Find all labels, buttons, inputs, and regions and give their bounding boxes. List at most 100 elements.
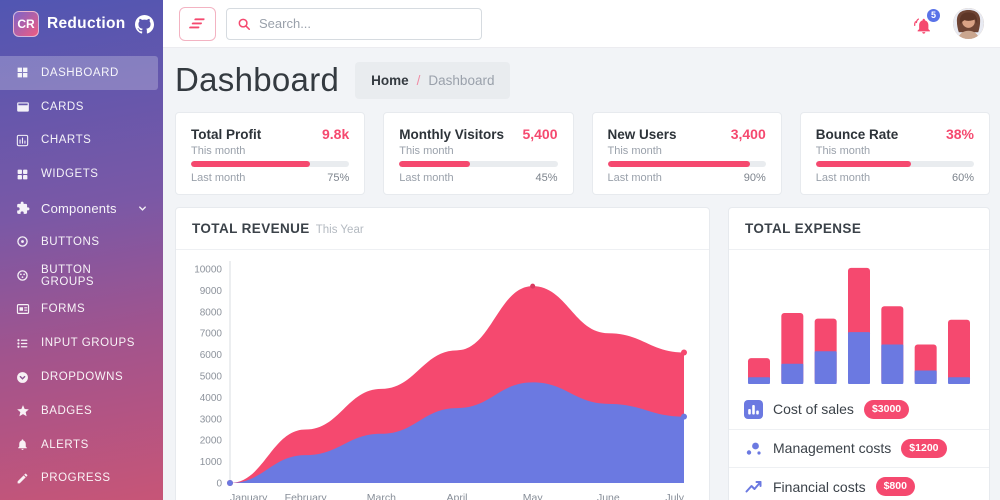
topbar: 5 <box>163 0 1000 48</box>
svg-text:February: February <box>285 492 328 500</box>
stat-card-bounce-rate: Bounce Rate 38% This month Last month 60% <box>799 112 990 195</box>
sidebar-item-dashboard[interactable]: DASHBOARD <box>0 56 158 90</box>
svg-text:1000: 1000 <box>200 457 223 468</box>
sidebar-item-label: CHARTS <box>41 134 92 147</box>
svg-text:7000: 7000 <box>200 329 223 340</box>
expense-bar-chart-svg <box>748 267 970 384</box>
stat-percent: 60% <box>951 172 974 184</box>
charts-row: TOTAL REVENUE This Year 0 1000 2000 3000 4000… <box>175 207 990 500</box>
widgets-icon <box>15 167 30 182</box>
sidebar-item-label: CARDS <box>41 100 85 113</box>
chevron-down-icon <box>137 203 148 214</box>
progress-bar <box>815 161 974 167</box>
svg-text:5000: 5000 <box>200 372 223 383</box>
legend-row-management-costs: Management costs $1200 <box>729 428 989 468</box>
sidebar-item-charts[interactable]: CHARTS <box>0 124 163 158</box>
bar-chart-icon <box>744 399 763 419</box>
legend-row-cost-of-sales: Cost of sales $3000 <box>729 390 989 429</box>
github-icon[interactable] <box>135 14 155 34</box>
topbar-right: 5 <box>913 6 984 39</box>
puzzle-icon <box>15 201 30 216</box>
legend-label: Management costs <box>773 440 892 457</box>
sidebar-item-label: Components <box>41 200 117 216</box>
target-icon <box>15 234 30 249</box>
total-expense-card: TOTAL EXPENSE Cost of sales $3000 Manage… <box>728 207 990 500</box>
progress-bar <box>607 161 766 167</box>
legend-value-badge: $800 <box>875 477 915 497</box>
svg-text:8000: 8000 <box>200 307 223 318</box>
stat-card-total-profit: Total Profit 9.8k This month Last month 75… <box>175 112 366 195</box>
brand[interactable]: CR Reduction <box>0 0 163 48</box>
stat-title: New Users <box>607 127 677 142</box>
stat-period-bottom: Last month <box>399 172 454 184</box>
card-icon <box>15 99 30 114</box>
stat-percent: 45% <box>535 172 558 184</box>
scatter-icon <box>744 439 763 458</box>
stat-period-top: This month <box>191 145 246 157</box>
stat-period-bottom: Last month <box>607 172 662 184</box>
bell-icon <box>15 437 30 452</box>
stat-value: 3,400 <box>730 126 766 142</box>
page-header: Dashboard Home / Dashboard <box>175 57 990 103</box>
brand-name: Reduction <box>47 15 126 32</box>
breadcrumb-home-link[interactable]: Home <box>371 72 409 88</box>
stat-value: 9.8k <box>322 126 350 142</box>
sidebar-item-button-groups[interactable]: BUTTON GROUPS <box>0 259 163 293</box>
sidebar-item-buttons[interactable]: BUTTONS <box>0 225 163 259</box>
svg-text:9000: 9000 <box>200 286 223 297</box>
circle-chevron-icon <box>15 370 30 385</box>
total-revenue-card: TOTAL REVENUE This Year 0 1000 2000 3000 4000… <box>175 207 710 500</box>
sidebar-item-alerts[interactable]: ALERTS <box>0 428 163 462</box>
legend-value-badge: $1200 <box>901 438 947 458</box>
sidebar-item-label: FORMS <box>41 303 86 316</box>
breadcrumb: Home / Dashboard <box>355 61 511 99</box>
star-icon <box>15 403 30 418</box>
sidebar-item-label: DROPDOWNS <box>41 371 124 384</box>
svg-text:4000: 4000 <box>200 393 223 404</box>
sidebar-item-components[interactable]: Components <box>0 191 163 225</box>
expense-card-header: TOTAL EXPENSE <box>729 208 989 250</box>
svg-text:6000: 6000 <box>200 350 223 361</box>
expense-chart <box>729 250 989 390</box>
sidebar-item-label: ALERTS <box>41 438 89 451</box>
progress-bar <box>191 161 350 167</box>
notifications-button[interactable]: 5 <box>913 6 942 36</box>
stat-percent: 75% <box>327 172 350 184</box>
svg-text:0: 0 <box>216 479 222 490</box>
page-title: Dashboard <box>175 61 340 98</box>
sidebar-toggle-button[interactable] <box>179 6 216 41</box>
stat-percent: 90% <box>743 172 766 184</box>
sidebar-item-badges[interactable]: BADGES <box>0 394 163 428</box>
sidebar-item-cards[interactable]: CARDS <box>0 90 163 124</box>
sidebar-item-label: DASHBOARD <box>41 66 119 79</box>
user-avatar[interactable] <box>953 8 984 39</box>
sidebar-item-input-groups[interactable]: INPUT GROUPS <box>0 326 163 360</box>
search-input[interactable] <box>259 16 471 31</box>
stat-period-bottom: Last month <box>191 172 246 184</box>
bar-chart-icon <box>15 133 30 148</box>
svg-text:March: March <box>367 492 396 500</box>
sidebar-item-dropdowns[interactable]: DROPDOWNS <box>0 360 163 394</box>
svg-text:April: April <box>446 492 467 500</box>
hamburger-icon <box>189 17 206 30</box>
sidebar-item-forms[interactable]: FORMS <box>0 293 163 327</box>
sidebar-item-label: WIDGETS <box>41 168 99 181</box>
stat-period-bottom: Last month <box>815 172 871 184</box>
revenue-area-chart-svg: 0 1000 2000 3000 4000 5000 6000 7000 8000 9000 100… <box>194 261 687 500</box>
stat-card-new-users: New Users 3,400 This month Last month 90% <box>591 112 782 195</box>
stat-title: Bounce Rate <box>815 127 899 142</box>
sidebar-item-label: PROGRESS <box>41 472 111 485</box>
sidebar-item-widgets[interactable]: WIDGETS <box>0 157 163 191</box>
svg-text:2000: 2000 <box>200 436 223 447</box>
sidebar-item-progress[interactable]: PROGRESS <box>0 462 163 496</box>
stat-title: Monthly Visitors <box>399 127 505 142</box>
revenue-card-title: TOTAL REVENUE <box>192 221 310 236</box>
expense-card-title: TOTAL EXPENSE <box>745 221 862 236</box>
progress-bar <box>399 161 558 167</box>
stat-period-top: This month <box>815 145 871 157</box>
legend-value-badge: $3000 <box>863 399 910 419</box>
revenue-chart: 0 1000 2000 3000 4000 5000 6000 7000 8000 9000 100… <box>176 250 709 500</box>
search-icon <box>237 17 251 31</box>
brand-logo: CR <box>13 11 39 37</box>
circle-group-icon <box>15 268 30 283</box>
